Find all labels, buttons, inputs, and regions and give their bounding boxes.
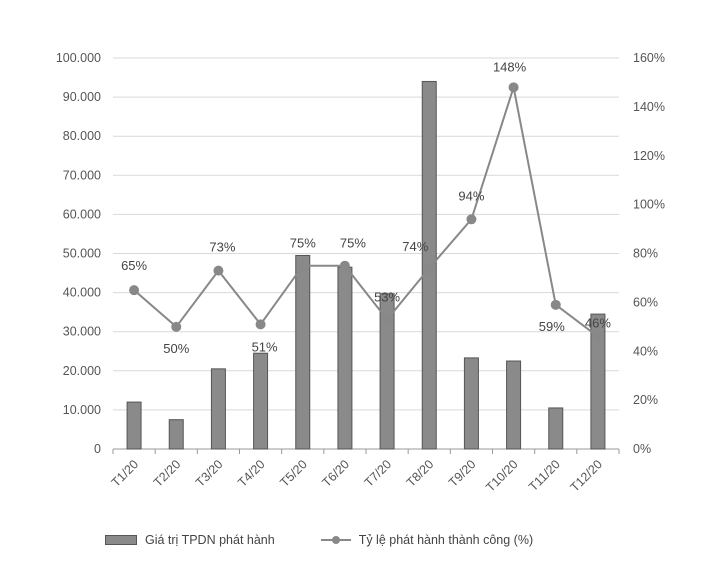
bar	[590, 313, 606, 450]
legend: Giá trị TPDN phát hành Tỷ lệ phát hành t…	[105, 533, 533, 547]
data-label: 75%	[340, 236, 366, 251]
line-series	[133, 87, 599, 338]
line-point	[129, 285, 140, 296]
data-label: 73%	[209, 240, 235, 255]
data-label: 51%	[252, 339, 278, 354]
data-label: 65%	[121, 258, 147, 273]
y-right-tick-label: 160%	[633, 51, 665, 65]
bar	[548, 407, 564, 450]
data-label: 50%	[163, 341, 189, 356]
legend-bar-label: Giá trị TPDN phát hành	[145, 533, 275, 547]
line-point	[339, 260, 350, 271]
bar	[168, 419, 184, 450]
bar	[506, 360, 522, 450]
bar	[337, 266, 353, 450]
y-right-tick-label: 80%	[633, 247, 658, 261]
data-label: 94%	[458, 188, 484, 203]
y-right-tick-label: 0%	[633, 442, 651, 456]
bar	[463, 357, 479, 450]
x-tick-label: T10/20	[483, 457, 520, 494]
y-left-tick-label: 70.000	[63, 168, 101, 182]
y-left-tick-label: 90.000	[63, 90, 101, 104]
x-tick-label: T9/20	[446, 457, 479, 490]
y-left-tick-label: 40.000	[63, 286, 101, 300]
legend-item-line: Tỷ lệ phát hành thành công (%)	[320, 533, 534, 547]
x-tick-label: T1/20	[109, 457, 142, 490]
data-label: 59%	[539, 319, 565, 334]
x-tick-label: T11/20	[526, 457, 563, 494]
line-point	[382, 314, 393, 325]
y-left-tick-label: 10.000	[63, 403, 101, 417]
line-point	[171, 321, 182, 332]
x-tick-label: T7/20	[362, 457, 395, 490]
legend-line-marker	[320, 536, 351, 544]
line-point	[297, 260, 308, 271]
bar	[210, 368, 226, 450]
bar	[379, 293, 395, 450]
bar	[126, 401, 142, 450]
x-tick-label: T12/20	[568, 457, 605, 494]
line-point	[466, 214, 477, 225]
bar	[253, 352, 269, 450]
y-left-tick-label: 100.000	[56, 51, 101, 65]
y-right-tick-label: 40%	[633, 344, 658, 358]
y-left-tick-label: 60.000	[63, 207, 101, 221]
data-label: 148%	[493, 59, 527, 74]
bar	[295, 254, 311, 450]
y-right-tick-label: 140%	[633, 100, 665, 114]
y-left-tick-label: 0	[94, 442, 101, 456]
y-left-tick-label: 20.000	[63, 364, 101, 378]
x-tick-label: T6/20	[320, 457, 353, 490]
y-right-tick-label: 60%	[633, 295, 658, 309]
data-label: 53%	[374, 289, 400, 304]
x-tick-label: T3/20	[193, 457, 226, 490]
data-label: 46%	[585, 316, 611, 331]
y-left-tick-label: 30.000	[63, 325, 101, 339]
line-point	[508, 82, 519, 93]
line-point	[424, 263, 435, 274]
legend-line-label: Tỷ lệ phát hành thành công (%)	[358, 533, 534, 547]
y-right-tick-label: 100%	[633, 198, 665, 212]
x-tick-label: T4/20	[235, 457, 268, 490]
data-label: 74%	[402, 239, 428, 254]
line-point	[550, 299, 561, 310]
x-tick-label: T2/20	[151, 457, 184, 490]
legend-bar-swatch	[105, 535, 137, 545]
y-left-tick-label: 80.000	[63, 129, 101, 143]
line-point	[213, 265, 224, 276]
y-left-tick-label: 50.000	[63, 247, 101, 261]
legend-item-bar: Giá trị TPDN phát hành	[105, 533, 275, 547]
y-right-tick-label: 120%	[633, 149, 665, 163]
x-tick-label: T8/20	[404, 457, 437, 490]
y-right-tick-label: 20%	[633, 393, 658, 407]
line-point	[592, 331, 603, 342]
line-point	[255, 319, 266, 330]
data-label: 75%	[290, 236, 316, 251]
x-tick-label: T5/20	[277, 457, 310, 490]
